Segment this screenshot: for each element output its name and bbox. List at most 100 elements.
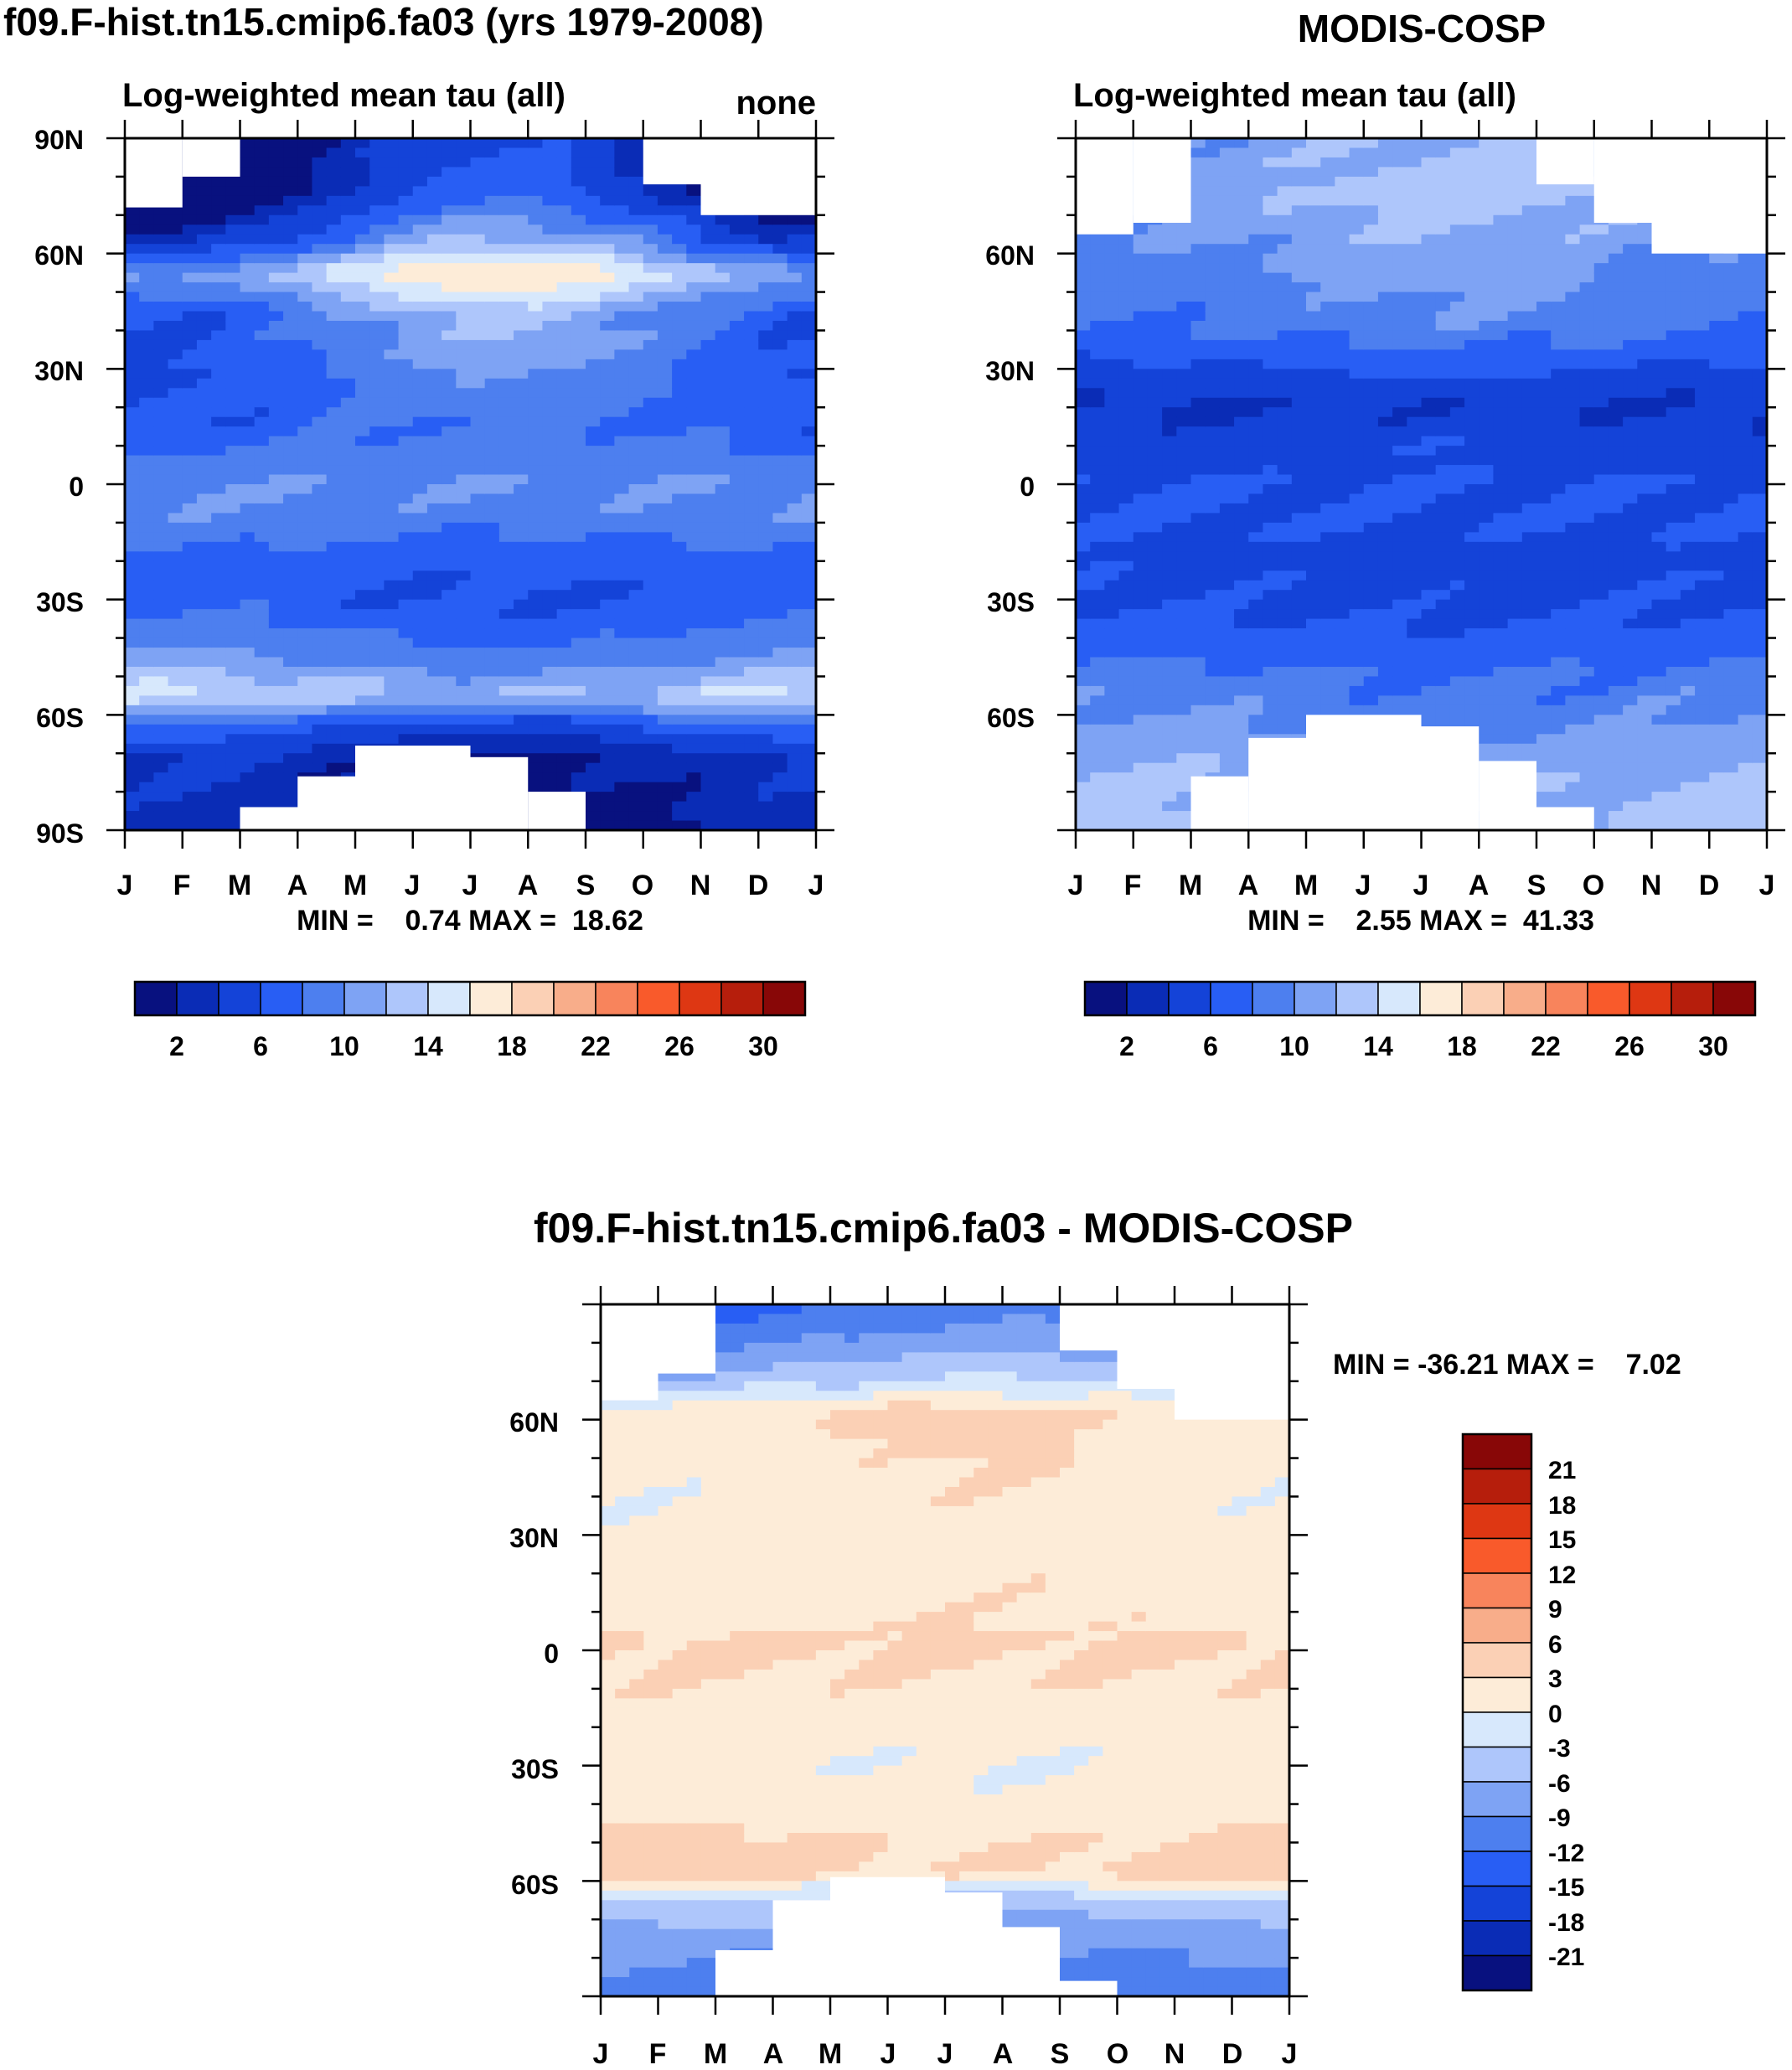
heatmap-cell (643, 685, 658, 696)
heatmap-cell (182, 618, 198, 629)
heatmap-cell (384, 282, 400, 293)
heatmap-cell (715, 244, 731, 255)
heatmap-cell (384, 474, 400, 485)
heatmap-cell (643, 618, 658, 629)
heatmap-cell (1335, 378, 1350, 389)
heatmap-cell (484, 416, 500, 427)
heatmap-cell (1118, 590, 1134, 601)
heatmap-cell (412, 560, 428, 571)
missing-data-region (700, 138, 816, 215)
heatmap-cell (758, 359, 774, 369)
heatmap-cell (268, 772, 284, 783)
heatmap-cell (801, 426, 817, 437)
heatmap-cell (1219, 436, 1235, 447)
heatmap-cell (283, 253, 298, 264)
model-colorbar-label: 18 (497, 1031, 527, 1061)
heatmap-cell (1076, 628, 1091, 639)
heatmap-cell (657, 474, 673, 485)
heatmap-cell (254, 186, 270, 197)
heatmap-cell (1076, 599, 1091, 610)
heatmap-cell (528, 734, 544, 745)
heatmap-cell (1190, 695, 1206, 706)
heatmap-cell (787, 590, 803, 601)
heatmap-cell (168, 263, 183, 274)
heatmap-cell (643, 234, 658, 245)
heatmap-cell (571, 302, 586, 312)
heatmap-cell (528, 369, 544, 379)
heatmap-cell (514, 378, 529, 389)
heatmap-cell (1291, 724, 1307, 735)
heatmap-cell (240, 666, 256, 678)
heatmap-cell (1205, 302, 1221, 312)
heatmap-cell (1118, 359, 1134, 369)
heatmap-cell (283, 186, 298, 197)
heatmap-cell (1291, 570, 1307, 581)
heatmap-cell (1118, 685, 1134, 696)
heatmap-cell (268, 455, 284, 466)
heatmap-cell (1320, 580, 1335, 591)
heatmap-cell (614, 234, 630, 245)
heatmap-cell (125, 214, 140, 225)
heatmap-cell (1335, 541, 1350, 552)
heatmap-cell (1320, 522, 1335, 533)
heatmap-cell (1205, 743, 1221, 754)
heatmap-cell (498, 513, 514, 524)
heatmap-cell (254, 147, 270, 158)
heatmap-cell (1234, 253, 1249, 264)
heatmap-cell (326, 599, 342, 610)
heatmap-cell (412, 244, 428, 255)
heatmap-cell (1205, 388, 1221, 399)
heatmap-cell (628, 263, 644, 274)
heatmap-cell (1176, 734, 1192, 745)
heatmap-cell (196, 541, 212, 552)
heatmap-cell (412, 186, 428, 197)
heatmap-cell (528, 570, 544, 581)
heatmap-cell (787, 724, 803, 735)
heatmap-cell (1104, 513, 1120, 524)
heatmap-cell (772, 648, 788, 658)
heatmap-cell (1118, 416, 1134, 427)
heatmap-cell (1306, 186, 1321, 197)
heatmap-cell (1234, 580, 1249, 591)
heatmap-cell (498, 560, 514, 571)
heatmap-cell (672, 339, 687, 350)
heatmap-cell (614, 205, 630, 216)
heatmap-cell (1176, 503, 1192, 514)
heatmap-cell (672, 282, 687, 293)
heatmap-cell (1219, 407, 1235, 418)
heatmap-cell (139, 715, 154, 725)
heatmap-cell (715, 811, 731, 822)
heatmap-cell (1162, 560, 1177, 571)
heatmap-cell (614, 474, 630, 485)
heatmap-cell (1320, 493, 1335, 504)
heatmap-cell (470, 320, 486, 332)
heatmap-cell (672, 560, 687, 571)
heatmap-cell (196, 253, 212, 264)
heatmap-cell (442, 214, 457, 225)
heatmap-cell (1133, 782, 1149, 792)
heatmap-cell (715, 609, 731, 620)
heatmap-cell (196, 474, 212, 485)
heatmap-cell (657, 695, 673, 706)
heatmap-cell (1190, 147, 1206, 158)
heatmap-cell (1248, 685, 1264, 696)
heatmap-cell (1335, 599, 1350, 610)
heatmap-cell (571, 455, 586, 466)
heatmap-cell (1118, 244, 1134, 255)
heatmap-cell (1291, 685, 1307, 696)
heatmap-cell (240, 378, 256, 389)
heatmap-cell (1335, 426, 1350, 437)
heatmap-cell (571, 330, 586, 341)
heatmap-cell (312, 685, 328, 696)
heatmap-cell (614, 378, 630, 389)
heatmap-cell (1234, 522, 1249, 533)
heatmap-cell (1335, 416, 1350, 427)
heatmap-cell (1104, 320, 1120, 332)
heatmap-cell (715, 416, 731, 427)
heatmap-cell (196, 657, 212, 668)
heatmap-cell (125, 436, 140, 447)
heatmap-cell (1320, 138, 1335, 149)
heatmap-cell (1133, 465, 1149, 476)
heatmap-cell (1190, 205, 1206, 216)
missing-data-region (297, 776, 355, 830)
